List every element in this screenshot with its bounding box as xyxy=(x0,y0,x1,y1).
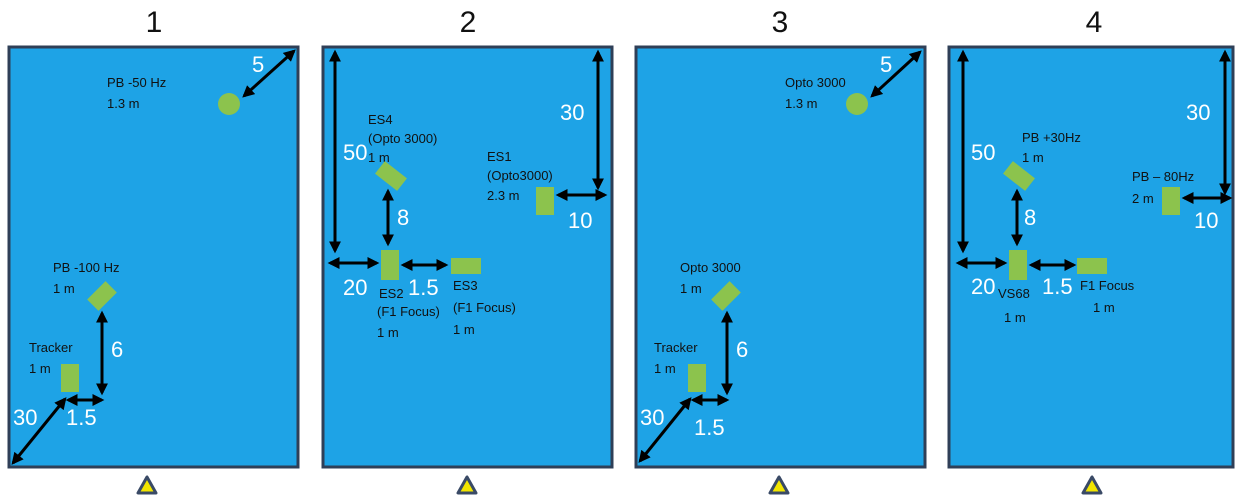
tracker-distance: 1 m xyxy=(654,361,676,376)
es4-sub: (Opto 3000) xyxy=(368,131,437,146)
dim-arrow-30 xyxy=(11,397,67,465)
es4-marker xyxy=(375,161,407,191)
pb-label: PB -50 Hz xyxy=(107,75,166,90)
vs68-marker xyxy=(1009,250,1027,280)
es2-sub: (F1 Focus) xyxy=(377,304,440,319)
es1-sub: (Opto3000) xyxy=(487,168,553,183)
opto-top-distance: 1.3 m xyxy=(785,96,818,111)
pb30-distance: 1 m xyxy=(1022,150,1044,165)
dim-arrow-5 xyxy=(242,49,296,98)
pb2-label: PB -100 Hz xyxy=(53,260,119,275)
es1-marker xyxy=(536,187,554,215)
tracker-distance: 1 m xyxy=(29,361,51,376)
pb-distance: 1.3 m xyxy=(107,96,140,111)
pb30-label: PB +30Hz xyxy=(1022,130,1081,145)
dim-label-5: 5 xyxy=(880,52,892,77)
opto-label: Opto 3000 xyxy=(680,260,741,275)
dim-label-30: 30 xyxy=(560,100,584,125)
es3-sub: (F1 Focus) xyxy=(453,300,516,315)
field-1 xyxy=(7,45,300,469)
opto-marker xyxy=(711,281,741,311)
dim-label-6: 6 xyxy=(111,337,123,362)
es1-distance: 2.3 m xyxy=(487,188,520,203)
dim-label-8: 8 xyxy=(397,205,409,230)
dim-label-30: 30 xyxy=(13,405,37,430)
pb80-distance: 2 m xyxy=(1132,191,1154,206)
dim-label-1-5: 1.5 xyxy=(408,275,439,300)
base-triangle-4 xyxy=(1081,475,1103,495)
tracker-marker xyxy=(61,364,79,392)
es2-label: ES2 xyxy=(379,286,404,301)
dim-label-20: 20 xyxy=(971,274,995,299)
pb2-distance: 1 m xyxy=(53,281,75,296)
dim-label-5: 5 xyxy=(252,52,264,77)
pb80-label: PB – 80Hz xyxy=(1132,169,1194,184)
base-triangle-2 xyxy=(456,475,478,495)
dim-label-50: 50 xyxy=(343,140,367,165)
dim-label-30: 30 xyxy=(640,405,664,430)
es4-distance: 1 m xyxy=(368,150,390,165)
es3-label: ES3 xyxy=(453,278,478,293)
tracker-marker xyxy=(688,364,706,392)
f1-marker xyxy=(1077,258,1107,274)
es2-distance: 1 m xyxy=(377,325,399,340)
vs68-distance: 1 m xyxy=(1004,310,1026,325)
es4-label: ES4 xyxy=(368,112,393,127)
tracker-label: Tracker xyxy=(29,340,73,355)
f1-label: F1 Focus xyxy=(1080,278,1135,293)
dim-label-8: 8 xyxy=(1024,205,1036,230)
dim-label-1-5: 1.5 xyxy=(694,415,725,440)
base-triangle-3 xyxy=(768,475,790,495)
dim-arrow-5 xyxy=(870,50,922,98)
pb30-marker xyxy=(1003,161,1035,191)
es3-marker xyxy=(451,258,481,274)
panel-title-2: 2 xyxy=(459,6,477,39)
es2-marker xyxy=(381,250,399,280)
opto-distance: 1 m xyxy=(680,281,702,296)
vs68-label: VS68 xyxy=(998,286,1030,301)
field-3 xyxy=(634,45,927,469)
base-triangle-1 xyxy=(136,475,158,495)
es3-distance: 1 m xyxy=(453,322,475,337)
panel-title-4: 4 xyxy=(1085,6,1103,39)
tracker-label: Tracker xyxy=(654,340,698,355)
panel-4: 50 30 PB +30Hz 1 m PB – 80Hz 2 m 10 8 20… xyxy=(947,45,1235,495)
opto-top-marker xyxy=(846,93,868,115)
panel-1: PB -50 Hz 1.3 m 5 PB -100 Hz 1 m 6 Track… xyxy=(7,45,300,495)
opto-top-label: Opto 3000 xyxy=(785,75,846,90)
panel-title-1: 1 xyxy=(145,6,163,39)
dim-label-1-5: 1.5 xyxy=(1042,274,1073,299)
dim-label-50: 50 xyxy=(971,140,995,165)
dim-label-20: 20 xyxy=(343,275,367,300)
f1-distance: 1 m xyxy=(1093,300,1115,315)
dim-arrow-30 xyxy=(638,397,692,463)
pb-marker xyxy=(218,93,240,115)
dim-label-1-5: 1.5 xyxy=(66,405,97,430)
dim-label-10: 10 xyxy=(1194,208,1218,233)
panel-2: 50 30 ES4 (Opto 3000) 1 m ES1 (Opto3000)… xyxy=(321,45,614,495)
es1-label: ES1 xyxy=(487,149,512,164)
dim-label-6: 6 xyxy=(736,337,748,362)
dim-label-30: 30 xyxy=(1186,100,1210,125)
panel-3: Opto 3000 1.3 m 5 Opto 3000 1 m 6 Tracke… xyxy=(634,45,927,495)
pb2-marker xyxy=(87,281,117,311)
pb80-marker xyxy=(1162,187,1180,215)
dim-label-10: 10 xyxy=(568,208,592,233)
panel-title-3: 3 xyxy=(771,6,789,39)
